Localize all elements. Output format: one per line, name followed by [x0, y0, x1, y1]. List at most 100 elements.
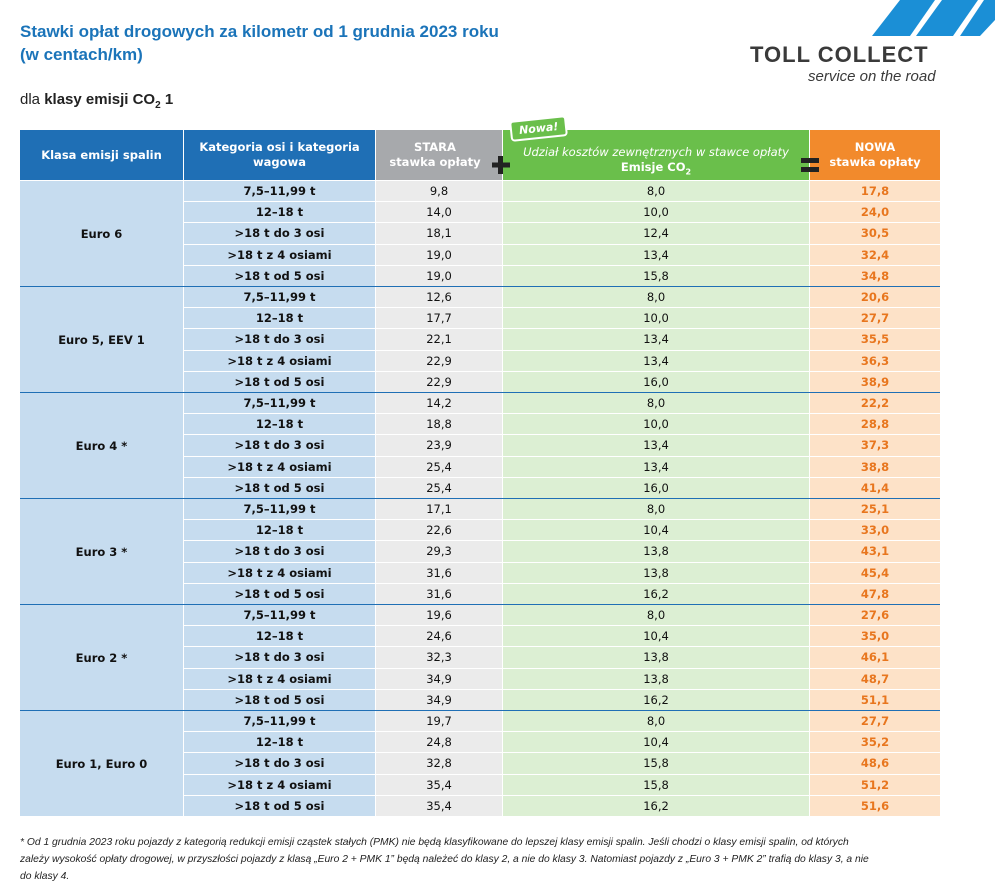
- old-rate-cell: 24,8: [376, 732, 502, 753]
- external-cost-cell: 10,4: [503, 520, 809, 541]
- new-rate-cell: 47,8: [810, 583, 940, 604]
- external-cost-cell: 16,2: [503, 583, 809, 604]
- new-rate-cell: 38,9: [810, 371, 940, 392]
- new-rate-cell: 48,6: [810, 753, 940, 774]
- subtitle-suffix: 1: [164, 91, 174, 108]
- old-rate-cell: 14,0: [376, 202, 502, 223]
- category-cell: 7,5–11,99 t: [184, 287, 375, 308]
- logo-name: TOLL COLLECT: [750, 42, 929, 67]
- header-text: Kategoria osi i kategoria: [199, 140, 360, 154]
- title-line: (w centach/km): [20, 45, 143, 64]
- old-rate-cell: 17,7: [376, 308, 502, 329]
- new-rate-cell: 51,1: [810, 689, 940, 710]
- new-rate-cell: 41,4: [810, 477, 940, 498]
- header-text: wagowa: [253, 155, 306, 169]
- old-rate-cell: 19,6: [376, 605, 502, 626]
- category-cell: 12–18 t: [184, 414, 375, 435]
- category-cell: 12–18 t: [184, 732, 375, 753]
- subscript: 2: [685, 167, 692, 177]
- category-cell: >18 t od 5 osi: [184, 795, 375, 816]
- old-rate-cell: 35,4: [376, 795, 502, 816]
- category-cell: >18 t z 4 osiami: [184, 350, 375, 371]
- category-cell: >18 t od 5 osi: [184, 477, 375, 498]
- header-cell: NOWA stawka opłaty: [810, 130, 940, 180]
- footnote-line: do klasy 4.: [20, 871, 70, 882]
- equals-sign: [801, 158, 819, 172]
- header-cell: Klasa emisji spalin: [20, 130, 183, 180]
- external-cost-cell: 8,0: [503, 499, 809, 520]
- header-cell: STARA stawka opłaty: [376, 130, 502, 180]
- old-rate-cell: 22,1: [376, 329, 502, 350]
- new-rate-cell: 37,3: [810, 435, 940, 456]
- category-cell: >18 t do 3 osi: [184, 329, 375, 350]
- external-cost-cell: 8,0: [503, 287, 809, 308]
- old-rate-cell: 14,2: [376, 393, 502, 414]
- external-cost-cell: 10,4: [503, 732, 809, 753]
- external-cost-cell: 10,0: [503, 308, 809, 329]
- header-text: NOWA: [854, 140, 896, 154]
- category-cell: 12–18 t: [184, 626, 375, 647]
- external-cost-cell: 13,4: [503, 244, 809, 265]
- new-rate-cell: 25,1: [810, 499, 940, 520]
- external-cost-cell: 8,0: [503, 181, 809, 202]
- category-cell: >18 t do 3 osi: [184, 647, 375, 668]
- old-rate-cell: 34,9: [376, 689, 502, 710]
- new-rate-cell: 22,2: [810, 393, 940, 414]
- new-rate-cell: 48,7: [810, 668, 940, 689]
- external-cost-cell: 13,4: [503, 435, 809, 456]
- old-rate-cell: 17,1: [376, 499, 502, 520]
- subtitle: dla klasy emisji CO2 1: [20, 91, 173, 111]
- logo-mark: [872, 0, 995, 36]
- category-cell: 7,5–11,99 t: [184, 499, 375, 520]
- subscript: 2: [155, 100, 161, 111]
- category-cell: >18 t z 4 osiami: [184, 668, 375, 689]
- header-text: STARA: [414, 140, 456, 154]
- category-cell: >18 t od 5 osi: [184, 689, 375, 710]
- external-cost-cell: 8,0: [503, 393, 809, 414]
- old-rate-cell: 31,6: [376, 562, 502, 583]
- new-rate-cell: 20,6: [810, 287, 940, 308]
- external-cost-cell: 13,8: [503, 562, 809, 583]
- old-rate-cell: 19,0: [376, 244, 502, 265]
- header-text: stawka opłaty: [829, 155, 921, 169]
- category-cell: >18 t do 3 osi: [184, 223, 375, 244]
- group-divider: [20, 497, 940, 499]
- new-rate-cell: 35,5: [810, 329, 940, 350]
- category-cell: >18 t od 5 osi: [184, 371, 375, 392]
- group-divider: [20, 603, 940, 605]
- class-cell: Euro 1, Euro 0: [20, 711, 183, 816]
- category-cell: >18 t z 4 osiami: [184, 244, 375, 265]
- header-cell: Udział kosztów zewnętrznych w stawce opł…: [503, 130, 809, 180]
- external-cost-cell: 15,8: [503, 265, 809, 286]
- new-rate-cell: 27,6: [810, 605, 940, 626]
- class-cell: Euro 4 *: [20, 393, 183, 498]
- new-rate-cell: 43,1: [810, 541, 940, 562]
- external-cost-cell: 13,8: [503, 541, 809, 562]
- category-cell: >18 t do 3 osi: [184, 753, 375, 774]
- new-rate-cell: 51,6: [810, 795, 940, 816]
- subtitle-bold: klasy emisji CO: [44, 91, 156, 108]
- class-cell: Euro 2 *: [20, 605, 183, 710]
- footnote-line: * Od 1 grudnia 2023 roku pojazdy z kateg…: [20, 837, 849, 848]
- external-cost-cell: 8,0: [503, 605, 809, 626]
- footnote-line: zależy wysokość opłaty drogowej, w przys…: [20, 854, 869, 865]
- old-rate-cell: 29,3: [376, 541, 502, 562]
- category-cell: 7,5–11,99 t: [184, 711, 375, 732]
- header-cell: Kategoria osi i kategoria wagowa: [184, 130, 375, 180]
- new-rate-cell: 36,3: [810, 350, 940, 371]
- old-rate-cell: 35,4: [376, 774, 502, 795]
- new-rate-cell: 51,2: [810, 774, 940, 795]
- external-cost-cell: 12,4: [503, 223, 809, 244]
- old-rate-cell: 22,6: [376, 520, 502, 541]
- external-cost-cell: 13,4: [503, 329, 809, 350]
- new-rate-cell: 30,5: [810, 223, 940, 244]
- external-cost-cell: 13,4: [503, 456, 809, 477]
- external-cost-cell: 10,0: [503, 414, 809, 435]
- old-rate-cell: 32,3: [376, 647, 502, 668]
- new-rate-cell: 17,8: [810, 181, 940, 202]
- group-divider: [20, 285, 940, 287]
- old-rate-cell: 19,0: [376, 265, 502, 286]
- external-cost-cell: 10,4: [503, 626, 809, 647]
- header-text: stawka opłaty: [389, 155, 481, 169]
